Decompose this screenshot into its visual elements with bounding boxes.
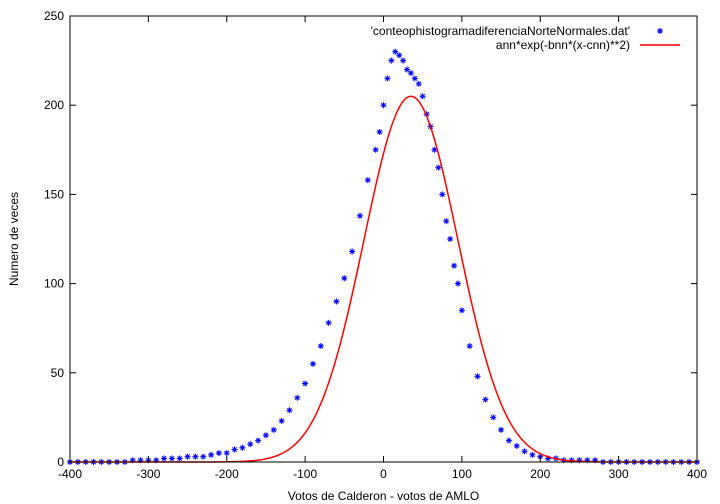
data-point: [294, 394, 301, 401]
data-point: [333, 298, 340, 305]
x-tick-label: 100: [452, 467, 472, 481]
y-tick-label: 100: [44, 277, 64, 291]
data-point: [192, 453, 199, 460]
data-point: [215, 450, 222, 457]
data-point: [447, 236, 454, 242]
x-tick-label: 0: [380, 467, 387, 481]
data-point: [435, 164, 442, 171]
data-point: [168, 455, 175, 462]
data-point: [262, 432, 269, 439]
data-point: [451, 262, 458, 269]
data-point: [384, 75, 391, 82]
data-point: [388, 57, 395, 64]
x-tick-label: -300: [136, 467, 160, 481]
data-point: [505, 437, 512, 444]
data-point: [270, 426, 277, 433]
data-point: [458, 307, 465, 314]
x-tick-label: 300: [609, 467, 629, 481]
x-tick-label: -200: [215, 467, 239, 481]
y-axis-ticks: 0 50 100 150 200 250: [44, 9, 697, 469]
data-point: [239, 444, 246, 451]
data-point: [317, 343, 324, 350]
data-point: [415, 80, 422, 87]
y-axis-title: Numero de veces: [7, 192, 21, 286]
x-tick-label: -100: [293, 467, 317, 481]
y-tick-label: 200: [44, 98, 64, 112]
data-point: [255, 437, 262, 444]
data-point: [341, 275, 348, 282]
data-point: [380, 102, 387, 109]
data-point: [396, 52, 403, 59]
y-tick-label: 150: [44, 187, 64, 201]
data-point: [208, 451, 215, 458]
x-tick-label: 400: [687, 467, 707, 481]
legend-label-fit: ann*exp(-bnn*(x-cnn)**2): [496, 38, 630, 52]
data-point: [482, 396, 489, 403]
data-point: [407, 70, 414, 77]
data-point: [419, 93, 426, 100]
data-point: [309, 360, 316, 367]
data-point: [411, 75, 418, 82]
data-point: [431, 146, 438, 153]
x-axis-ticks: -400 -300 -200 -100 0 100 200 300 400: [58, 16, 707, 481]
data-point: [474, 373, 481, 380]
data-points: [67, 48, 700, 465]
x-tick-label: 200: [530, 467, 550, 481]
data-point: [466, 343, 473, 350]
x-tick-label: -400: [58, 467, 82, 481]
data-point: [404, 66, 411, 73]
data-point: [364, 177, 371, 184]
data-point: [376, 128, 383, 135]
data-point: [356, 212, 363, 219]
data-point: [161, 455, 168, 462]
data-point: [247, 441, 254, 448]
data-point: [286, 407, 293, 414]
data-point: [513, 442, 520, 449]
data-point: [490, 414, 497, 421]
data-point: [200, 453, 207, 460]
data-point: [349, 248, 356, 255]
data-point: [372, 146, 379, 153]
data-point: [278, 417, 285, 424]
data-point: [302, 380, 309, 387]
y-tick-label: 0: [57, 455, 64, 469]
data-point: [498, 426, 505, 433]
data-point: [443, 218, 450, 225]
data-point: [176, 455, 183, 462]
data-point: [231, 446, 238, 453]
legend-marker-star: [657, 28, 663, 34]
y-tick-label: 50: [51, 366, 65, 380]
legend: 'conteophistogramadiferenciaNorteNormale…: [371, 24, 680, 52]
legend-marker-data: [657, 28, 663, 34]
data-point: [454, 280, 461, 287]
x-axis-title: Votos de Calderon - votos de AMLO: [288, 489, 479, 503]
data-point: [223, 450, 230, 457]
data-point: [529, 451, 536, 458]
data-point: [400, 57, 407, 64]
data-point: [521, 448, 528, 455]
data-point: [392, 48, 399, 55]
data-point: [325, 319, 332, 326]
legend-label-data: 'conteophistogramadiferenciaNorteNormale…: [371, 24, 630, 38]
data-point: [439, 191, 446, 198]
data-point: [184, 453, 191, 460]
y-tick-label: 250: [44, 9, 64, 23]
